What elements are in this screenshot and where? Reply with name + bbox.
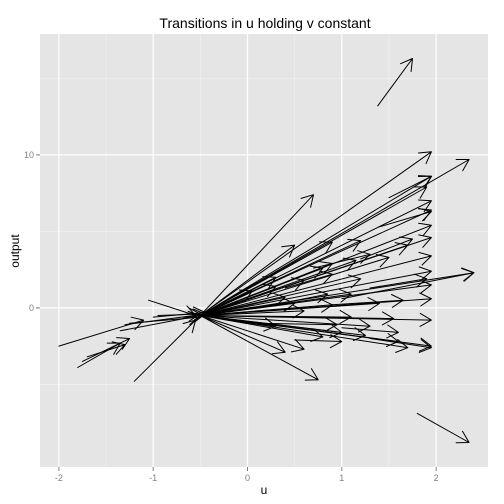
axis-ticks: -2 -1 0 1 2 0 10 — [24, 150, 439, 483]
vector-arrow — [369, 273, 428, 289]
vector-arrow — [199, 266, 432, 316]
vector-arrow — [265, 289, 329, 307]
vector-arrow — [199, 292, 286, 316]
x-tick-label: -2 — [55, 473, 63, 483]
vector-arrow — [199, 254, 390, 316]
vector-arrow — [199, 297, 296, 316]
y-tick-label: 10 — [24, 150, 34, 160]
vector-arrow — [294, 334, 343, 349]
vector-arrow — [157, 307, 201, 322]
vector-arrow — [379, 207, 432, 228]
grid — [40, 34, 488, 467]
vector-arrow — [199, 309, 352, 324]
x-tick-label: -1 — [149, 473, 157, 483]
vector-arrow — [377, 58, 413, 107]
vector-arrow — [199, 151, 432, 316]
vector-arrow — [81, 337, 131, 362]
vector-arrow — [199, 304, 305, 319]
vector-arrow — [341, 268, 475, 300]
plot-panel — [40, 34, 488, 467]
vector-arrow — [199, 241, 333, 316]
vector-arrow — [199, 315, 371, 333]
vector-arrow — [199, 283, 277, 316]
vector-arrow — [199, 315, 286, 355]
vector-arrow — [284, 270, 333, 289]
vector-arrow — [331, 294, 404, 308]
x-axis-title: u — [261, 483, 268, 497]
x-tick-label: 2 — [434, 473, 439, 483]
vector-arrow — [416, 412, 470, 444]
vector-arrow — [341, 324, 399, 339]
vector-arrow — [199, 315, 305, 353]
arrows — [58, 58, 475, 444]
vector-arrow — [199, 251, 432, 316]
x-tick-label: 0 — [245, 473, 250, 483]
vector-arrow — [199, 315, 277, 332]
vector-arrow — [369, 338, 432, 353]
x-tick-label: 1 — [339, 473, 344, 483]
vector-arrow — [199, 244, 296, 316]
vector-arrow — [199, 194, 314, 316]
vector-arrow — [256, 317, 338, 332]
chart-title: Transitions in u holding v constant — [159, 15, 370, 31]
vector-arrow — [360, 236, 413, 260]
vector-arrow — [199, 277, 305, 316]
vector-arrow — [86, 341, 126, 358]
vector-arrow — [199, 289, 253, 316]
vector-arrow — [199, 315, 319, 381]
y-axis-title: output — [8, 234, 22, 268]
vector-arrow — [313, 250, 371, 269]
vector-arrow — [388, 175, 432, 199]
y-tick-label: 0 — [29, 303, 34, 313]
